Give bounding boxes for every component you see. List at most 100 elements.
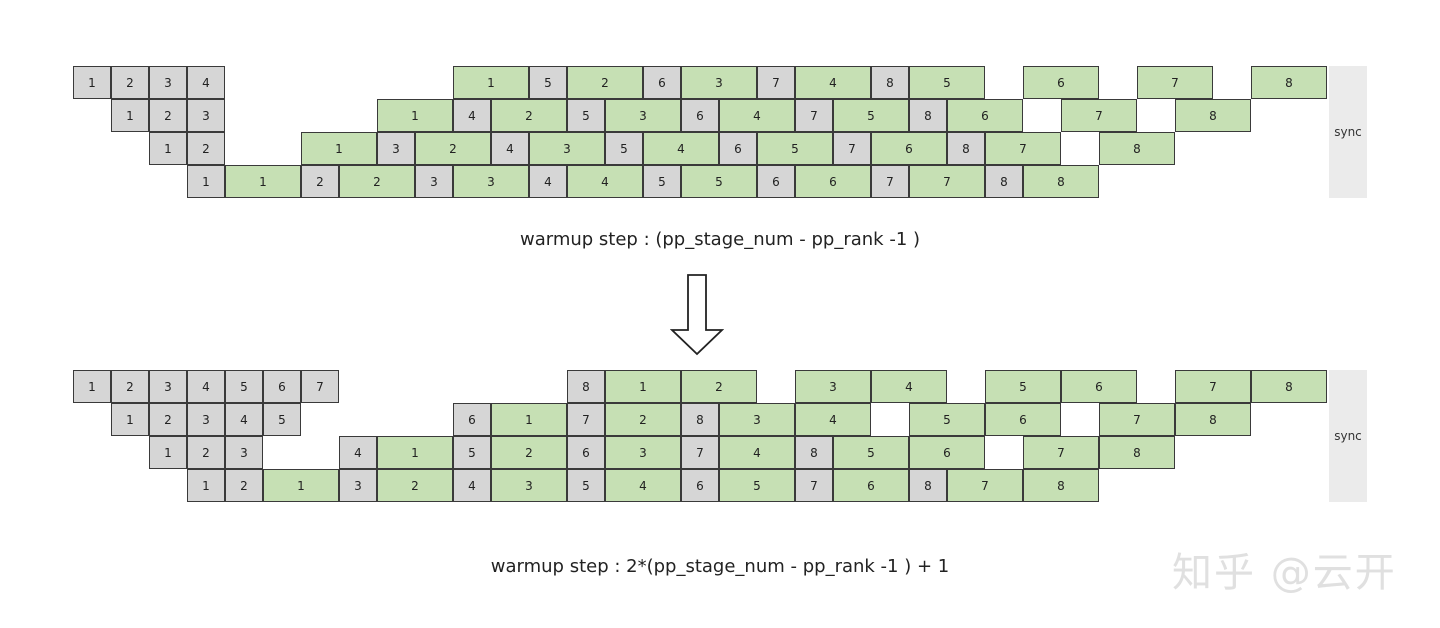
backward-cell: 5 — [567, 469, 605, 502]
forward-cell: 7 — [1175, 370, 1251, 403]
backward-cell: 6 — [453, 403, 491, 436]
backward-cell: 4 — [529, 165, 567, 198]
backward-cell: 8 — [681, 403, 719, 436]
caption-top: warmup step : (pp_stage_num - pp_rank -1… — [519, 229, 921, 250]
backward-cell: 2 — [187, 436, 225, 469]
forward-cell: 8 — [1175, 403, 1251, 436]
backward-cell: 1 — [73, 370, 111, 403]
backward-cell: 1 — [149, 436, 187, 469]
forward-cell: 5 — [719, 469, 795, 502]
forward-cell: 1 — [263, 469, 339, 502]
forward-cell: 3 — [605, 99, 681, 132]
watermark: 知乎 @云开 — [1172, 550, 1397, 596]
forward-cell: 4 — [795, 403, 871, 436]
backward-cell: 3 — [225, 436, 263, 469]
backward-cell: 4 — [453, 99, 491, 132]
forward-cell: 1 — [605, 370, 681, 403]
backward-cell: 2 — [111, 66, 149, 99]
forward-cell: 4 — [605, 469, 681, 502]
forward-cell: 6 — [947, 99, 1023, 132]
backward-cell: 5 — [529, 66, 567, 99]
forward-cell: 5 — [833, 436, 909, 469]
forward-cell: 3 — [719, 403, 795, 436]
forward-cell: 3 — [795, 370, 871, 403]
forward-cell: 3 — [491, 469, 567, 502]
backward-cell: 5 — [225, 370, 263, 403]
backward-cell: 1 — [187, 469, 225, 502]
backward-cell: 8 — [909, 99, 947, 132]
backward-cell: 8 — [985, 165, 1023, 198]
backward-cell: 2 — [301, 165, 339, 198]
sync-label: sync — [1334, 429, 1362, 443]
sync-bar: sync — [1329, 370, 1367, 502]
backward-cell: 5 — [567, 99, 605, 132]
backward-cell: 5 — [263, 403, 301, 436]
forward-cell: 7 — [985, 132, 1061, 165]
forward-cell: 7 — [1137, 66, 1213, 99]
backward-cell: 7 — [833, 132, 871, 165]
backward-cell: 8 — [909, 469, 947, 502]
backward-cell: 7 — [681, 436, 719, 469]
backward-cell: 6 — [567, 436, 605, 469]
forward-cell: 7 — [909, 165, 985, 198]
forward-cell: 6 — [909, 436, 985, 469]
backward-cell: 1 — [73, 66, 111, 99]
forward-cell: 1 — [453, 66, 529, 99]
backward-cell: 5 — [643, 165, 681, 198]
backward-cell: 7 — [795, 469, 833, 502]
forward-cell: 4 — [719, 436, 795, 469]
backward-cell: 3 — [377, 132, 415, 165]
backward-cell: 6 — [263, 370, 301, 403]
forward-cell: 5 — [985, 370, 1061, 403]
forward-cell: 5 — [681, 165, 757, 198]
forward-cell: 8 — [1099, 436, 1175, 469]
backward-cell: 2 — [149, 403, 187, 436]
forward-cell: 7 — [1023, 436, 1099, 469]
backward-cell: 1 — [187, 165, 225, 198]
forward-cell: 1 — [377, 99, 453, 132]
forward-cell: 7 — [947, 469, 1023, 502]
sync-bar: sync — [1329, 66, 1367, 198]
backward-cell: 2 — [187, 132, 225, 165]
backward-cell: 4 — [339, 436, 377, 469]
backward-cell: 8 — [871, 66, 909, 99]
backward-cell: 4 — [491, 132, 529, 165]
forward-cell: 8 — [1099, 132, 1175, 165]
forward-cell: 3 — [529, 132, 605, 165]
forward-cell: 1 — [491, 403, 567, 436]
backward-cell: 6 — [719, 132, 757, 165]
forward-cell: 4 — [871, 370, 947, 403]
backward-cell: 4 — [187, 66, 225, 99]
forward-cell: 6 — [833, 469, 909, 502]
backward-cell: 6 — [757, 165, 795, 198]
backward-cell: 1 — [111, 99, 149, 132]
forward-cell: 2 — [339, 165, 415, 198]
backward-cell: 1 — [111, 403, 149, 436]
forward-cell: 6 — [1061, 370, 1137, 403]
forward-cell: 1 — [225, 165, 301, 198]
backward-cell: 3 — [339, 469, 377, 502]
forward-cell: 3 — [605, 436, 681, 469]
backward-cell: 7 — [795, 99, 833, 132]
forward-cell: 3 — [681, 66, 757, 99]
forward-cell: 4 — [719, 99, 795, 132]
backward-cell: 6 — [681, 99, 719, 132]
down-arrow-icon — [670, 274, 724, 356]
forward-cell: 2 — [491, 436, 567, 469]
backward-cell: 8 — [795, 436, 833, 469]
forward-cell: 7 — [1061, 99, 1137, 132]
backward-cell: 4 — [453, 469, 491, 502]
forward-cell: 4 — [795, 66, 871, 99]
backward-cell: 7 — [871, 165, 909, 198]
forward-cell: 3 — [453, 165, 529, 198]
forward-cell: 2 — [377, 469, 453, 502]
backward-cell: 2 — [225, 469, 263, 502]
forward-cell: 2 — [415, 132, 491, 165]
backward-cell: 8 — [947, 132, 985, 165]
forward-cell: 2 — [681, 370, 757, 403]
backward-cell: 5 — [453, 436, 491, 469]
forward-cell: 1 — [377, 436, 453, 469]
forward-cell: 6 — [795, 165, 871, 198]
sync-label: sync — [1334, 125, 1362, 139]
